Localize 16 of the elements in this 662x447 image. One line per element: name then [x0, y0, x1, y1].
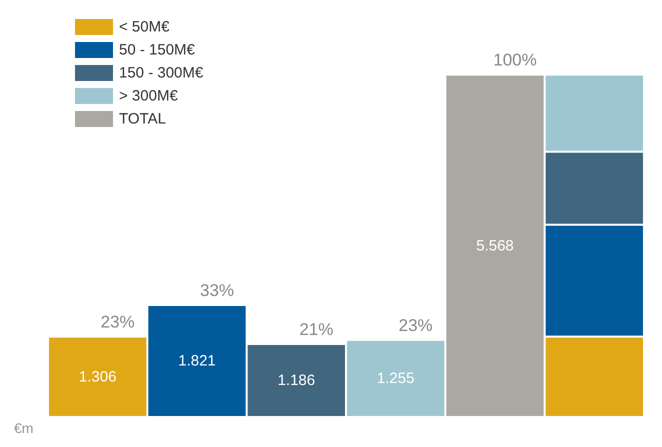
legend-label: > 300M€ — [119, 88, 178, 104]
annotation: 100% — [493, 50, 537, 70]
data-label: 1.186 — [278, 372, 316, 390]
y-axis-title: €m — [14, 420, 34, 436]
data-label: 1.306 — [78, 368, 116, 386]
legend-label: 50 - 150M€ — [119, 42, 196, 58]
annotation: 23% — [100, 312, 135, 332]
data-label: 1.255 — [376, 370, 414, 387]
legend-label: < 50M€ — [119, 18, 170, 36]
data-label: 1.821 — [178, 352, 216, 370]
annotation: 21% — [299, 320, 334, 340]
annotation: 23% — [398, 316, 433, 335]
data-label: 5.568 — [476, 237, 514, 254]
legend-label: TOTAL — [119, 110, 166, 128]
annotation: 33% — [200, 281, 234, 300]
legend-label: 150 - 300M€ — [119, 64, 204, 82]
